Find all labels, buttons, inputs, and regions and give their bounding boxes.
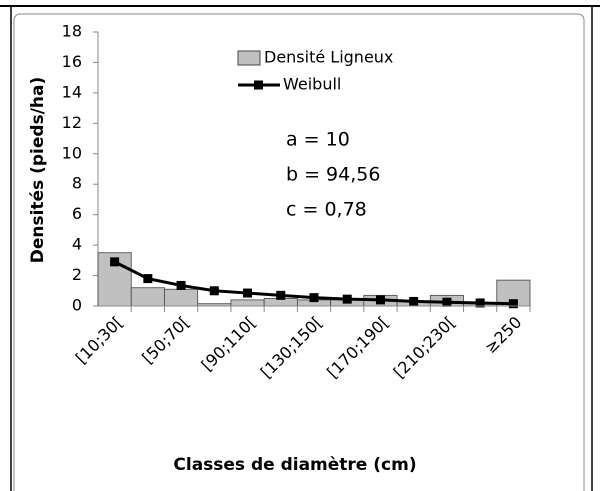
marker	[508, 299, 518, 309]
bar	[230, 299, 265, 307]
y-axis-title: Densités (pieds/ha)	[28, 77, 48, 264]
annotation: b = 94,56	[286, 164, 380, 186]
x-tick-label: ≥250	[481, 313, 526, 358]
marker	[209, 286, 219, 296]
y-tick-label: 4	[72, 235, 82, 254]
legend-swatch	[237, 50, 261, 66]
y-tick-label: 0	[72, 296, 82, 315]
y-tick-label: 14	[62, 82, 82, 101]
y-tick-label: 12	[62, 113, 82, 132]
chart-border	[13, 13, 585, 491]
marker	[475, 298, 485, 308]
marker	[342, 294, 352, 304]
marker	[409, 296, 419, 306]
legend-marker	[254, 80, 263, 90]
marker	[243, 288, 253, 298]
bar	[130, 287, 165, 307]
marker	[276, 290, 286, 300]
bar	[164, 288, 199, 307]
x-tick-label: [130;150[	[257, 313, 326, 382]
y-tick-label: 2	[72, 265, 82, 284]
marker	[143, 274, 153, 284]
x-tick-label: [50;70[	[138, 313, 193, 368]
marker	[442, 297, 452, 307]
x-tick-label: [170;190[	[323, 313, 392, 382]
marker	[375, 295, 385, 305]
y-tick-label: 10	[62, 143, 82, 162]
annotation: c = 0,78	[286, 199, 367, 221]
x-axis-title: Classes de diamètre (cm)	[173, 455, 416, 475]
x-tick-label: [90;110[	[197, 313, 259, 375]
y-tick-label: 8	[72, 174, 82, 193]
legend-label: Weibull	[283, 75, 341, 94]
marker	[309, 293, 319, 303]
y-tick-label: 6	[72, 204, 82, 223]
y-tick-label: 18	[62, 22, 82, 41]
y-tick-label: 16	[62, 52, 82, 71]
legend-label: Densité Ligneux	[264, 48, 393, 67]
marker	[176, 280, 186, 290]
x-tick-label: [10;30[	[72, 313, 127, 368]
marker	[110, 257, 120, 267]
x-tick-label: [210;230[	[390, 313, 459, 382]
annotation: a = 10	[286, 129, 350, 151]
